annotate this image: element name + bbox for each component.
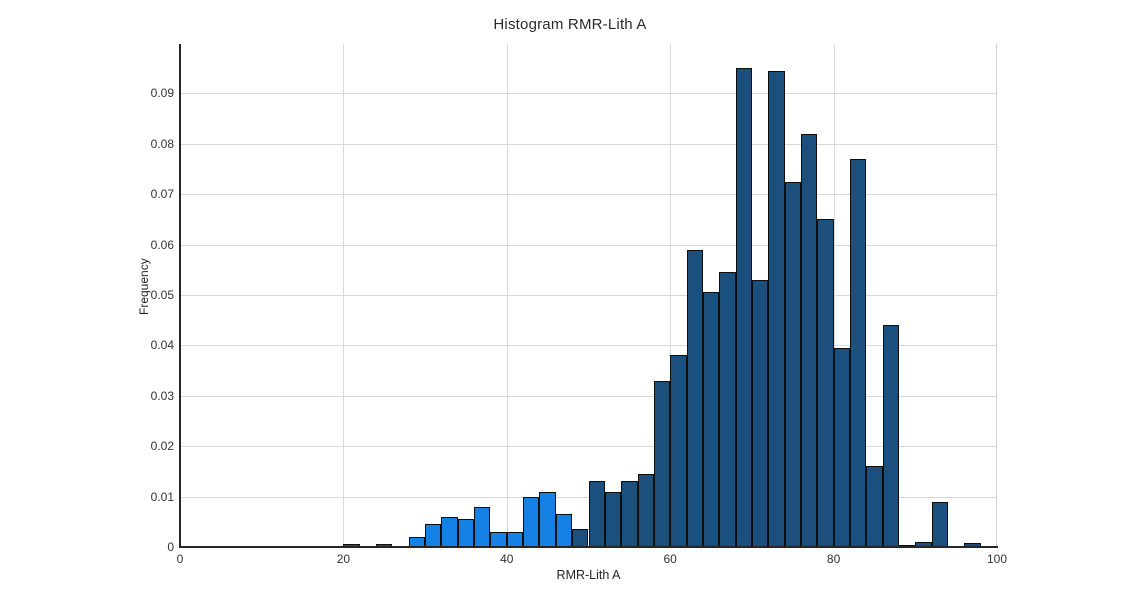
x-axis-title: RMR-Lith A	[556, 568, 621, 582]
h-gridline	[180, 194, 997, 196]
histogram-bar	[523, 496, 540, 547]
h-gridline	[180, 395, 997, 397]
y-tick-label: 0.09	[150, 86, 174, 101]
histogram-bar	[425, 524, 442, 547]
histogram-bar	[441, 516, 458, 547]
histogram-bar	[637, 473, 654, 547]
histogram-bar	[882, 325, 899, 547]
y-axis-line	[179, 44, 181, 548]
x-tick-label: 0	[176, 552, 184, 566]
x-tick-label: 60	[663, 552, 677, 566]
histogram-bar	[604, 491, 622, 547]
histogram-bar	[719, 272, 736, 547]
h-gridline	[180, 244, 997, 246]
histogram-bar	[866, 466, 883, 547]
histogram-bar	[572, 529, 589, 547]
y-tick-label: 0	[167, 540, 174, 554]
histogram-bar	[474, 506, 491, 547]
y-tick-label: 0.02	[150, 439, 174, 454]
h-gridline	[180, 143, 997, 145]
histogram-bar	[588, 481, 605, 547]
v-gridline	[833, 44, 835, 547]
histogram-bar	[686, 249, 703, 547]
y-tick-label: 0.01	[150, 489, 174, 504]
histogram-bar	[506, 531, 524, 547]
x-tick-label: 100	[986, 552, 1008, 566]
h-gridline	[180, 93, 997, 95]
histogram-bar	[555, 514, 573, 547]
v-gridline	[670, 44, 672, 547]
v-gridline	[343, 44, 345, 547]
histogram-bar	[621, 481, 638, 547]
histogram-bar	[670, 355, 687, 547]
histogram-bar	[751, 279, 769, 547]
y-tick-label: 0.03	[150, 388, 174, 403]
h-gridline	[180, 345, 997, 347]
chart-title: Histogram RMR-Lith A	[493, 16, 647, 33]
histogram-bar	[784, 181, 801, 547]
y-tick-label: 0.06	[150, 237, 174, 252]
histogram-bar	[931, 501, 948, 547]
histogram-bar	[800, 133, 818, 547]
x-axis-line	[179, 546, 998, 548]
x-tick-label: 40	[500, 552, 514, 566]
histogram-bar	[702, 292, 720, 547]
histogram-bars-layer	[180, 44, 997, 547]
y-axis-title: Frequency	[137, 258, 151, 315]
histogram-bar	[768, 70, 785, 547]
h-gridline	[180, 446, 997, 448]
histogram-bar	[490, 531, 507, 547]
x-tick-label: 20	[336, 552, 351, 566]
plot-area	[180, 44, 997, 547]
y-tick-label: 0.05	[150, 287, 174, 302]
histogram-bar	[653, 380, 671, 547]
x-tick-label: 80	[826, 552, 841, 566]
histogram-bar	[735, 68, 752, 547]
y-tick-label: 0.07	[150, 187, 174, 202]
histogram-bar	[539, 491, 556, 547]
histogram-bar	[817, 219, 834, 547]
histogram-bar	[833, 347, 850, 547]
h-gridline	[180, 294, 997, 296]
y-tick-label: 0.08	[150, 136, 174, 151]
v-gridline	[506, 44, 508, 547]
y-tick-label: 0.04	[150, 338, 174, 353]
plot-right-border	[996, 44, 997, 547]
histogram-bar	[457, 519, 475, 547]
histogram-bar	[849, 158, 867, 547]
